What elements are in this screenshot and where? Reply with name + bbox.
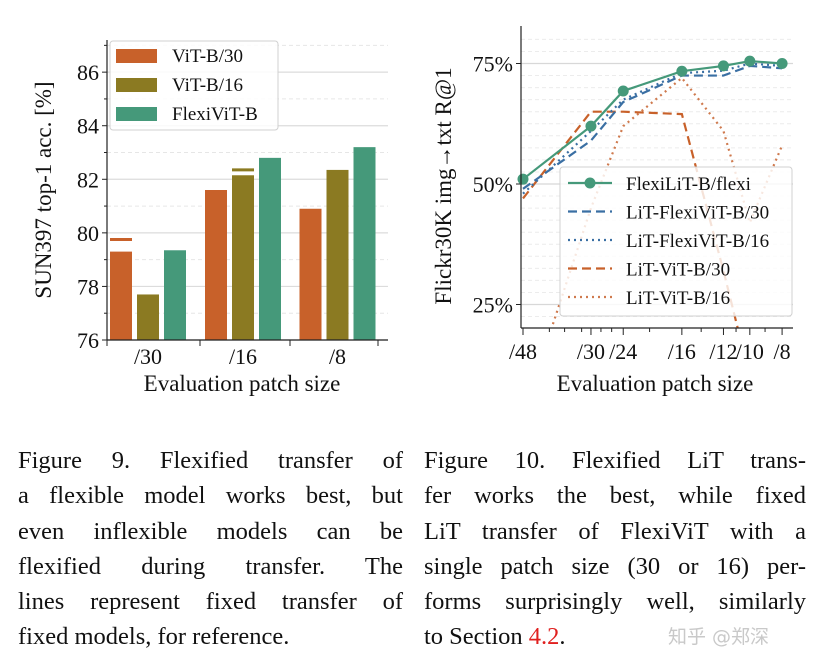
legend-box: [559, 166, 793, 317]
caption-line: flexified during transfer. The: [18, 552, 403, 580]
x-tick-label: /30: [134, 344, 162, 369]
section-link[interactable]: 4.2: [528, 623, 560, 651]
caption-line: lines represent fixed transfer of: [18, 588, 403, 616]
bar-vit-b-16-16: [232, 175, 254, 340]
legend-label: FlexiLiT-B/flexi: [626, 174, 751, 195]
bar-flexivit-b-16: [259, 157, 281, 340]
y-tick-label: 80: [77, 221, 99, 246]
x-tick-label: /30: [577, 339, 605, 364]
caption-line: Figure 9. Flexified transfer of: [18, 447, 403, 474]
caption-line: a flexible model works best, but: [18, 482, 403, 510]
figure-10-caption: Figure 10. Flexified LiT trans- fer work…: [424, 443, 806, 655]
figure-9-caption: Figure 9. Flexified transfer of a flexib…: [18, 443, 403, 655]
x-tick-label: /10: [736, 339, 764, 364]
x-tick-label: /12: [709, 339, 737, 364]
y-tick-label: 50%: [473, 172, 513, 197]
caption-line: Figure 10. Flexified LiT trans-: [424, 447, 806, 474]
data-point: [585, 120, 597, 132]
y-tick-label: 78: [77, 274, 99, 299]
caption-line: fixed models, for reference.: [18, 623, 290, 651]
caption-line: LiT transfer of FlexiViT with a: [424, 517, 806, 545]
caption-line: fer works the best, while fixed: [424, 482, 806, 510]
legend-label: LiT-ViT-B/16: [626, 288, 730, 309]
data-point: [676, 65, 688, 77]
legend-swatch: [116, 49, 157, 63]
legend-marker: [584, 177, 596, 189]
caption-line: to Section 4.2.: [424, 619, 806, 654]
data-point: [617, 85, 629, 97]
legend: ViT-B/30 ViT-B/16 FlexiViT-B: [109, 40, 279, 131]
legend-swatch: [116, 78, 157, 92]
caption-text: .: [559, 623, 566, 651]
x-axis-label: Evaluation patch size: [144, 371, 341, 396]
x-tick-label: /8: [774, 339, 791, 364]
bar-vit-b-30-30: [110, 251, 132, 340]
x-axis-label: Evaluation patch size: [557, 371, 754, 396]
data-point: [717, 60, 729, 72]
legend-label: ViT-B/30: [172, 46, 243, 67]
legend-swatch: [116, 107, 157, 121]
y-axis-label: SUN397 top-1 acc. [%]: [31, 81, 56, 298]
y-tick-label: 82: [77, 167, 99, 192]
bar-flexivit-b-8: [353, 147, 376, 340]
caption-line: forms surprisingly well, similarly: [424, 588, 806, 616]
bar-vit-b-16-8: [326, 169, 349, 340]
y-tick-label: 25%: [473, 293, 513, 318]
data-point: [517, 173, 529, 185]
caption-text: to Section: [424, 623, 529, 651]
legend-label: LiT-ViT-B/30: [626, 260, 730, 281]
y-tick-label: 76: [77, 328, 99, 353]
data-point: [776, 58, 788, 69]
x-tick-label: /16: [229, 344, 257, 369]
x-tick-label: /48: [509, 339, 537, 364]
x-tick-label: /24: [609, 339, 637, 364]
y-tick-label: 86: [77, 60, 99, 85]
legend-label: LiT-FlexiViT-B/16: [626, 231, 769, 252]
y-axis-label: Flickr30K img→txt R@1: [431, 67, 456, 304]
x-tick-label: /16: [668, 339, 696, 364]
caption-line: even inflexible models can be: [18, 517, 403, 545]
legend-label: FlexiViT-B: [172, 104, 258, 125]
bar-vit-b-16-30: [137, 294, 159, 340]
y-tick-label: 84: [77, 114, 99, 139]
data-point: [744, 55, 756, 67]
caption-line: single patch size (30 or 16) per-: [424, 552, 806, 580]
bar-vit-b-30-8: [299, 208, 322, 340]
x-tick-label: /8: [329, 344, 346, 369]
legend-label: LiT-FlexiViT-B/30: [626, 203, 769, 224]
y-tick-label: 75%: [473, 52, 513, 77]
watermark: 知乎 @郑深: [668, 626, 770, 648]
series-line-lit-vit-b-30: [522, 110, 739, 328]
bar-vit-b-30-16: [205, 190, 227, 340]
legend-label: ViT-B/16: [172, 75, 243, 96]
bar-flexivit-b-30: [164, 250, 186, 340]
legend: FlexiLiT-B/flexi LiT-FlexiViT-B/30 LiT-Fle…: [559, 166, 793, 317]
